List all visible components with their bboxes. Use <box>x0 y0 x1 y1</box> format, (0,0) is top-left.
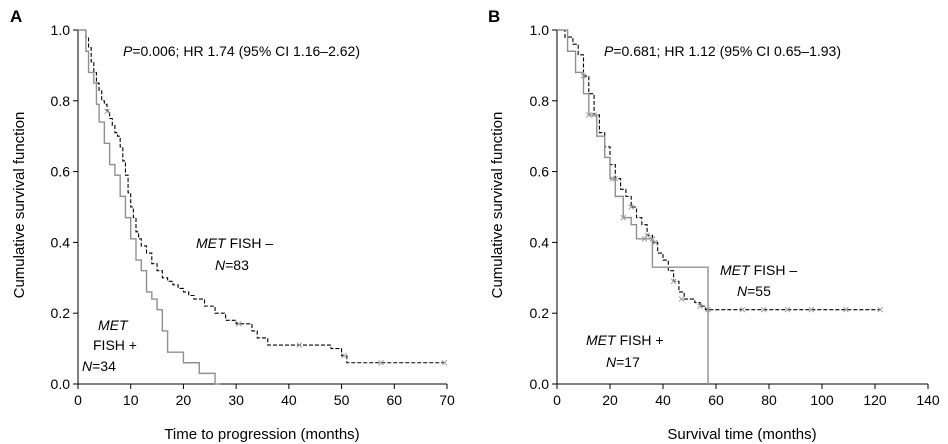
panel-b-censor-mark <box>585 112 592 118</box>
panel-b-neg-gene: MET <box>720 262 751 278</box>
panel-a-censor-mark <box>235 320 242 327</box>
panel-a-x-tick-label: 40 <box>281 392 297 408</box>
panel-b-pos-n: N=17 <box>606 354 640 370</box>
panel-a-y-tick-label: 0.4 <box>51 234 71 250</box>
panel-b-censor-mark <box>649 236 656 242</box>
panel-a-pos-n-value: =34 <box>92 358 116 374</box>
panel-b-x-tick-label: 20 <box>602 392 618 408</box>
panel-b-x-axis-title: Survival time (months) <box>667 426 816 443</box>
panel-b-censor-mark <box>760 306 767 313</box>
panel-b-censor-mark <box>628 204 635 210</box>
panel-a-y-tick-label: 0.6 <box>51 164 71 180</box>
panel-b-y-tick-label: 0.0 <box>530 376 550 392</box>
panel-b-censor-mark <box>842 306 849 313</box>
panel-b-neg-n: N=55 <box>737 283 771 299</box>
panel-a-y-axis-title: Cumulative survival function <box>11 112 28 299</box>
panel-a-x-tick-label: 50 <box>334 392 350 408</box>
panel-b-y-tick-label: 1.0 <box>530 22 550 38</box>
panel-b-x-tick-label: 120 <box>863 392 887 408</box>
panel-a-y-tick-label: 0.8 <box>51 93 71 109</box>
panel-a-censor-mark <box>441 359 448 366</box>
panel-a-x-tick-label: 10 <box>123 392 139 408</box>
panel-b-censor-mark <box>670 278 677 285</box>
panel-b-x-tick-label: 40 <box>655 392 671 408</box>
panel-a-x-tick-label: 60 <box>386 392 402 408</box>
panel-b-y-tick-label: 0.2 <box>530 305 550 321</box>
panel-b-y-tick-label: 0.8 <box>530 93 550 109</box>
panel-b-y-tick-label: 0.4 <box>530 234 550 250</box>
panel-b-censor-mark <box>620 214 627 221</box>
panel-b-neg-rest: FISH – <box>754 262 798 278</box>
panel-a-y-tick-label: 1.0 <box>51 22 71 38</box>
panel-a-stat-text: =0.006; HR 1.74 (95% CI 1.16–2.62) <box>132 43 360 59</box>
panel-a-censor-mark <box>378 359 384 366</box>
panel-a-censor-mark <box>296 342 303 348</box>
panel-b-neg-n-value: =55 <box>747 283 771 299</box>
panel-a: A 0.0 0.2 0.4 0.6 0.8 1.0 0 10 20 30 40 50 60 70 Cumu… <box>10 7 455 443</box>
panel-a-x-tick-label: 20 <box>176 392 192 408</box>
panel-b-y-tick-label: 0.6 <box>530 164 550 180</box>
panel-a-plot-area: 0.0 0.2 0.4 0.6 0.8 1.0 0 10 20 30 40 50 60 70 <box>51 22 455 408</box>
panel-a-x-tick-label: 30 <box>228 392 244 408</box>
panel-b-stat-text: =0.681; HR 1.12 (95% CI 0.65–1.93) <box>613 43 841 59</box>
panel-a-neg-n-label: N <box>215 257 226 273</box>
panel-b-censor-mark <box>739 306 746 313</box>
panel-b-censor-mark <box>678 296 685 302</box>
panel-a-letter: A <box>10 7 22 26</box>
panel-b-pos-n-value: =17 <box>616 354 640 370</box>
panel-a-y-tick-label: 0.2 <box>51 305 71 321</box>
panel-b-neg-label: MET FISH – <box>720 262 797 278</box>
panel-a-neg-n-value: =83 <box>225 257 249 273</box>
panel-b-x-tick-label: 140 <box>916 392 940 408</box>
panel-b-x-tick-label: 100 <box>810 392 834 408</box>
panel-b-pos-label: MET FISH + <box>586 332 664 348</box>
panel-a-x-tick-label: 0 <box>74 392 82 408</box>
panel-a-censor-mark <box>341 352 348 359</box>
panel-b-censor-mark <box>877 306 884 313</box>
panel-a-pos-gene: MET <box>98 317 129 333</box>
panel-a-neg-n: N=83 <box>215 257 249 273</box>
panel-b-stat-p: P <box>604 43 614 59</box>
panel-a-neg-gene: MET <box>196 235 227 251</box>
panel-a-stat-annotation: P=0.006; HR 1.74 (95% CI 1.16–2.62) <box>123 43 360 59</box>
panel-a-pos-n-label: N <box>82 358 93 374</box>
panel-b-x-tick-label: 60 <box>708 392 724 408</box>
panel-b-censor-mark <box>644 232 650 239</box>
panel-b-censor-mark <box>652 239 658 246</box>
panel-a-stat-p: P <box>123 43 133 59</box>
panel-b-pos-n-label: N <box>606 354 617 370</box>
panel-b-censor-mark <box>609 175 616 182</box>
panel-b-pos-gene: MET <box>586 332 617 348</box>
panel-a-pos-n: N=34 <box>82 358 116 374</box>
panel-b-neg-n-label: N <box>737 283 748 299</box>
panel-b-censor-mark <box>808 306 815 313</box>
panel-b-stat-annotation: P=0.681; HR 1.12 (95% CI 0.65–1.93) <box>604 43 841 59</box>
panel-b-censor-mark <box>784 306 791 313</box>
panel-b-x-tick-label: 0 <box>553 392 561 408</box>
panel-b-censor-mark <box>697 303 703 309</box>
panel-b-series-fish-negative-curve <box>557 29 881 311</box>
panel-a-series-fish-negative-curve <box>78 29 447 364</box>
panel-a-x-tick-label: 70 <box>439 392 455 408</box>
panel-b-censor-mark <box>641 236 648 242</box>
panel-b-plot-area: 0.0 0.2 0.4 0.6 0.8 1.0 0 20 40 60 80 100 120 140 <box>530 22 940 408</box>
panel-a-censor-mark <box>104 108 110 115</box>
panel-b-pos-rest: FISH + <box>620 332 664 348</box>
panel-a-series-fish-positive-curve <box>78 29 221 385</box>
panel-b: B 0.0 0.2 0.4 0.6 0.8 1.0 0 20 40 60 80 100 120 140 C… <box>488 7 940 443</box>
panel-a-neg-rest: FISH – <box>230 235 274 251</box>
panel-a-neg-label: MET FISH – <box>196 235 273 251</box>
panel-b-letter: B <box>488 7 500 26</box>
panel-a-y-tick-label: 0.0 <box>51 376 71 392</box>
panel-a-x-axis-title: Time to progression (months) <box>164 426 359 443</box>
panel-b-x-tick-label: 80 <box>761 392 777 408</box>
panel-b-series-fish-positive-curve <box>557 29 709 384</box>
panel-b-y-axis-title: Cumulative survival function <box>489 112 506 299</box>
panel-a-pos-rest: FISH + <box>93 337 137 353</box>
